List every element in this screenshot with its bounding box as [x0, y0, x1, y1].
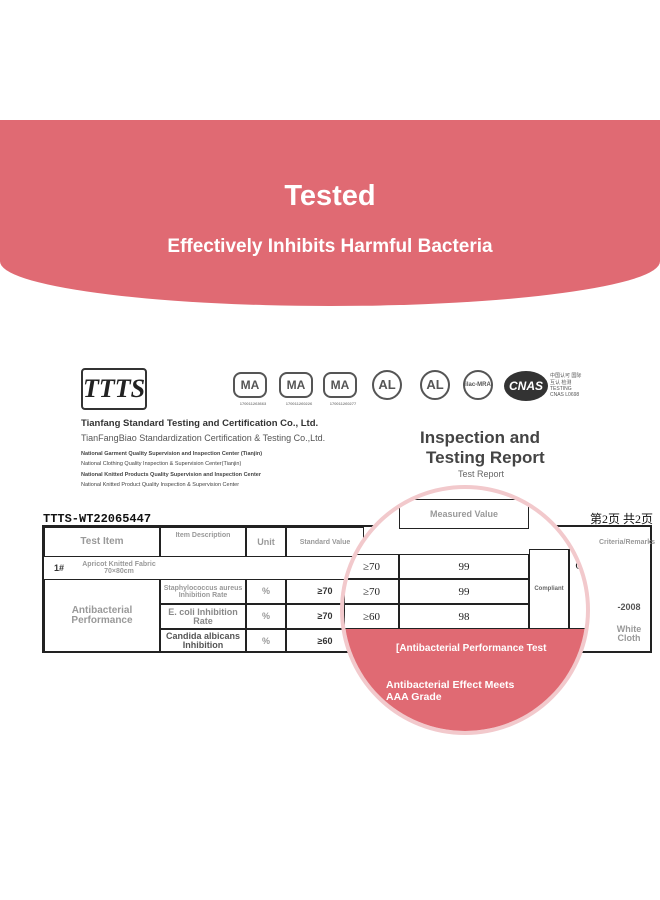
header-description: Item Description [160, 527, 246, 557]
criteria-note: White Cloth [616, 624, 642, 643]
row-unit: % [246, 629, 286, 653]
cnas-text: 中国认可 国际互认 检测 TESTING CNAS L0698 [550, 373, 582, 398]
row-description: Candida albicans Inhibition [160, 629, 246, 653]
compliant-label: Compliant [529, 549, 569, 629]
cal-mark-icon: AL [372, 370, 402, 400]
cma-mark-icon: MA 170011263663 [233, 372, 267, 406]
lens-standard: ≥70 [344, 554, 399, 579]
header-standard: Standard Value [286, 527, 364, 557]
row-unit: % [246, 579, 286, 604]
header-test-item: Test Item [44, 527, 160, 557]
row-description: Staphylococcus aureus Inhibition Rate [160, 579, 246, 604]
category-antibacterial: Antibacterial Performance [44, 579, 160, 653]
banner-subtitle: Effectively Inhibits Harmful Bacteria [167, 236, 493, 257]
sample-no: 1# [53, 562, 64, 573]
report-title-1: Inspection and [420, 428, 540, 447]
center-2: National Knitted Products Quality Superv… [81, 472, 261, 478]
banner-title: Tested [284, 180, 376, 212]
lens-measured: 98 [399, 604, 529, 629]
company-name-alt: TianFangBiao Standardization Certificati… [81, 433, 326, 443]
lens-measured: 99 [399, 579, 529, 604]
cnas-logo: CNAS [504, 371, 548, 401]
center-1: National Garment Quality Supervision and… [81, 451, 263, 457]
cma-mark-icon: MA 170011260277 [323, 372, 357, 406]
company-name: Tianfang Standard Testing and Certificat… [81, 418, 319, 429]
lens-highlight: [Antibacterial Performance Test Antibact… [344, 629, 586, 731]
cma-mark-icon: MA 170011260226 [279, 372, 313, 406]
lens-caption-2: Antibacterial Effect Meets AAA Grade [386, 679, 515, 703]
header-unit: Unit [246, 527, 286, 557]
criteria-year: -2008 [617, 601, 641, 612]
center-1-alt: National Clothing Quality Inspection & S… [81, 461, 242, 467]
banner-curve [0, 120, 660, 306]
criteria-text: GB/ [569, 549, 586, 629]
sample-name: Apricot Knitted Fabric 70×80cm [82, 561, 156, 575]
lens-measured: 99 [399, 554, 529, 579]
lens-caption-1: [Antibacterial Performance Test [396, 643, 547, 654]
header-measured: Measured Value [399, 499, 529, 529]
report-subtitle: Test Report [458, 469, 505, 479]
row-unit: % [246, 604, 286, 629]
report-number: TTTS-WT22065447 [43, 512, 152, 526]
magnifier-lens: Measured Value ≥70 99 ≥70 99 ≥60 98 Comp… [340, 485, 590, 735]
lens-standard: ≥70 [344, 579, 399, 604]
lens-standard: ≥60 [344, 604, 399, 629]
row-description: E. coli Inhibition Rate [160, 604, 246, 629]
report-title-2: Testing Report [426, 448, 545, 467]
center-2-alt: National Knitted Product Quality Inspect… [81, 482, 240, 488]
ilac-mark-icon: ilac-MRA [463, 370, 493, 400]
cal-mark-icon: AL [420, 370, 450, 400]
ttts-logo: TTTS [81, 368, 147, 410]
page-indicator: 第2页 共2页 [590, 512, 654, 526]
header-criteria: Criteria/Remarks [598, 538, 656, 546]
